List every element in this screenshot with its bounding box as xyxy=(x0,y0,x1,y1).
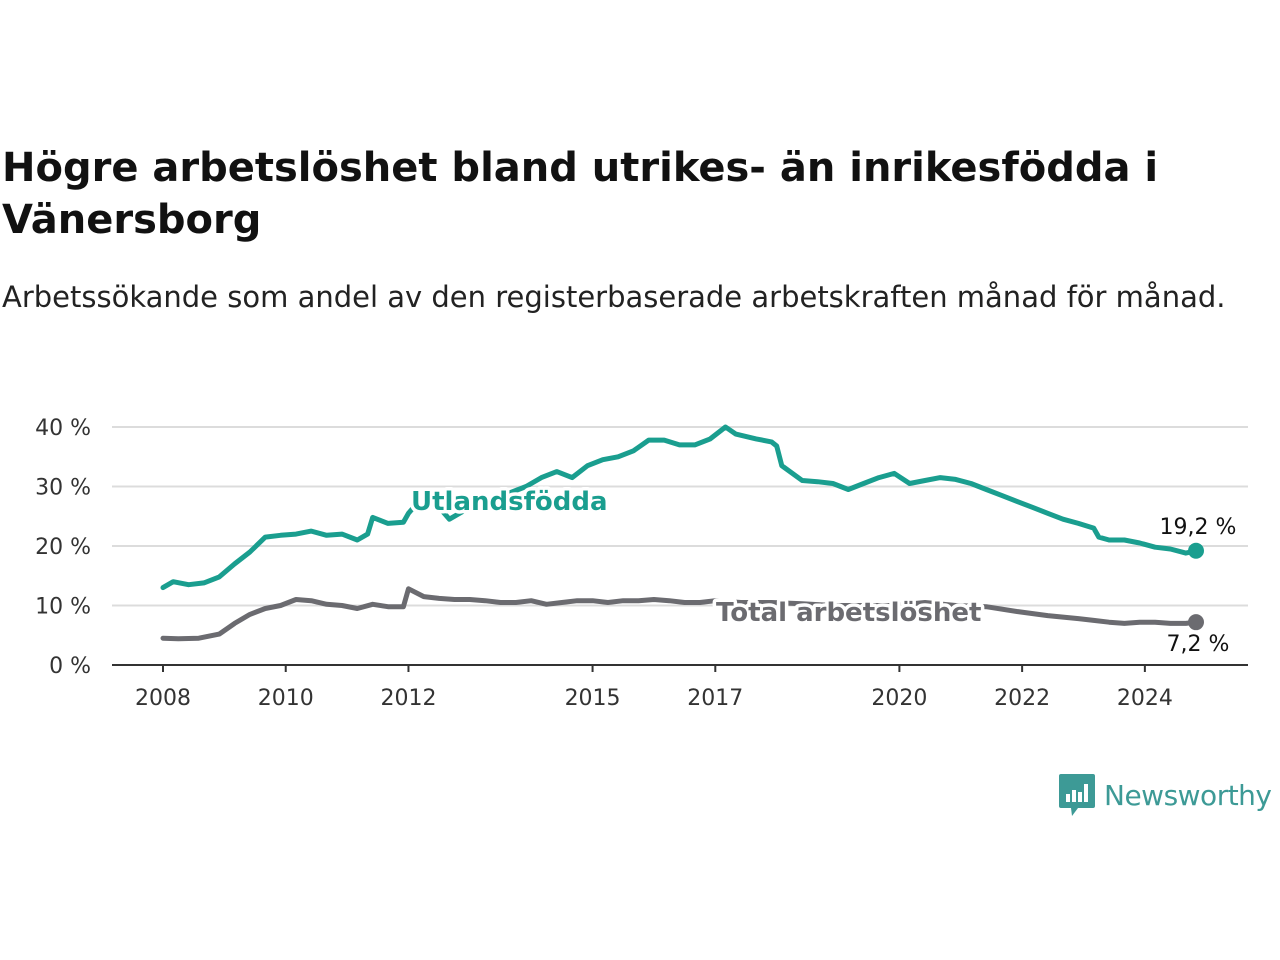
x-axis: 2008 2010 2012 2015 2017 2020 2022 2024 xyxy=(112,664,1248,711)
series-name-label: Utlandsfödda xyxy=(411,487,608,517)
x-tick-label: 2012 xyxy=(380,686,436,711)
series-name-label: Total arbetslöshet xyxy=(716,598,981,628)
x-tick-label: 2020 xyxy=(871,686,927,711)
x-tick-label: 2024 xyxy=(1117,686,1173,711)
y-axis: 0 % 10 % 20 % 30 % 40 % xyxy=(35,416,91,679)
y-tick-label: 20 % xyxy=(35,535,91,560)
y-tick-label: 10 % xyxy=(35,595,91,620)
brand-name: Newsworthy xyxy=(1104,778,1272,812)
x-tick-label: 2017 xyxy=(687,686,743,711)
y-tick-label: 0 % xyxy=(49,654,91,679)
series-line xyxy=(160,586,1199,642)
series-end-label: 19,2 % xyxy=(1160,515,1237,540)
chart-title: Högre arbetslöshet bland utrikes- än inr… xyxy=(2,145,1159,243)
y-tick-label: 30 % xyxy=(35,476,91,501)
line-chart: 0 % 10 % 20 % 30 % 40 % 2008 2010 2012 2015 2017… xyxy=(35,416,1248,711)
series-lines xyxy=(160,424,1204,642)
chart-subtitle: Arbetssökande som andel av den registerb… xyxy=(2,280,1226,314)
grid-lines xyxy=(112,426,1248,607)
x-tick-label: 2015 xyxy=(565,686,621,711)
series-end-dot xyxy=(1188,614,1204,631)
series-end-label: 7,2 % xyxy=(1167,632,1230,657)
newsworthy-chart-bubble-icon xyxy=(1059,774,1095,816)
series-line xyxy=(160,424,1199,591)
x-tick-label: 2022 xyxy=(994,686,1050,711)
brand-logo: Newsworthy xyxy=(1058,772,1272,818)
y-tick-label: 40 % xyxy=(35,416,91,441)
series-labels: 19,2 % 7,2 % Utlandsfödda Total arbetslöshe… xyxy=(408,484,1237,658)
x-tick-label: 2010 xyxy=(258,686,314,711)
x-tick-label: 2008 xyxy=(135,686,191,711)
series-end-dot xyxy=(1188,542,1204,559)
